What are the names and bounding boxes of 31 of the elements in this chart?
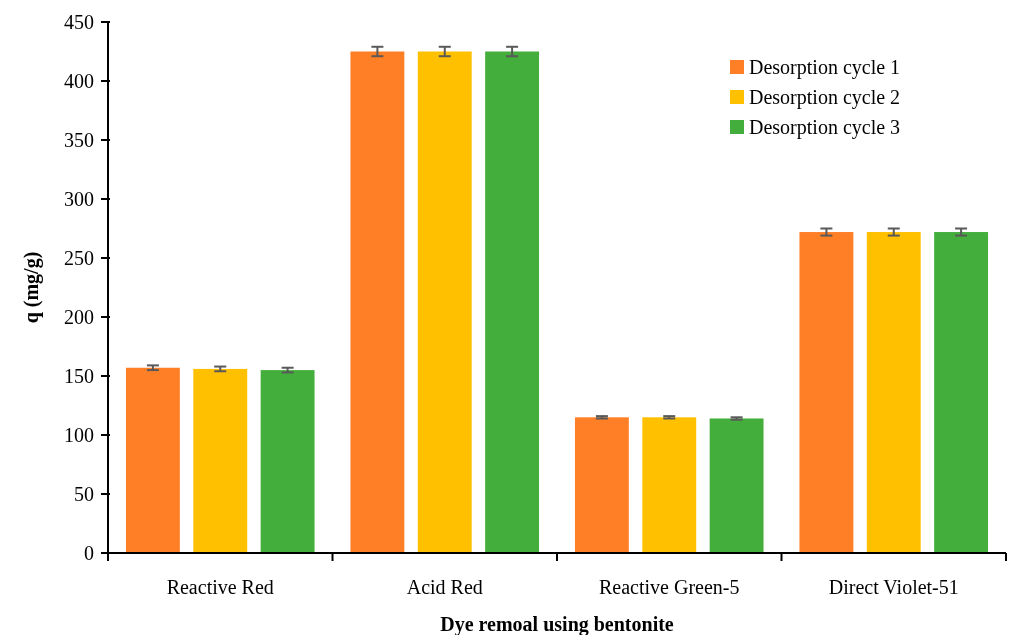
legend-label: Desorption cycle 1: [749, 56, 901, 79]
y-tick-label: 300: [64, 188, 94, 210]
bar: [709, 418, 764, 553]
bar: [799, 232, 854, 553]
bar: [193, 368, 248, 553]
y-tick-label: 150: [64, 365, 94, 387]
y-tick-label: 350: [64, 129, 94, 151]
bar: [125, 367, 180, 553]
y-tick-label: 100: [64, 424, 94, 446]
bar: [350, 51, 405, 553]
bar: [574, 417, 629, 553]
bar: [642, 417, 697, 553]
bar: [934, 232, 989, 553]
bar: [485, 51, 540, 553]
legend-label: Desorption cycle 2: [749, 86, 901, 109]
x-tick-label: Reactive Red: [166, 576, 274, 598]
y-tick-label: 250: [64, 247, 94, 269]
x-axis-title: Dye remoal using bentonite: [440, 613, 674, 635]
legend-label: Desorption cycle 3: [749, 116, 901, 139]
x-tick-label: Direct Violet-51: [828, 576, 959, 598]
y-tick-label: 400: [64, 70, 94, 92]
x-tick-label: Acid Red: [406, 576, 483, 598]
y-tick-label: 200: [64, 306, 94, 328]
x-tick-label: Reactive Green-5: [599, 576, 740, 598]
bar: [417, 51, 472, 553]
y-tick-label: 450: [64, 11, 94, 33]
bar: [260, 370, 315, 553]
bar: [866, 232, 921, 553]
y-tick-label: 0: [84, 542, 94, 564]
y-tick-label: 50: [74, 483, 94, 505]
y-axis-title: q (mg/g): [20, 251, 43, 324]
